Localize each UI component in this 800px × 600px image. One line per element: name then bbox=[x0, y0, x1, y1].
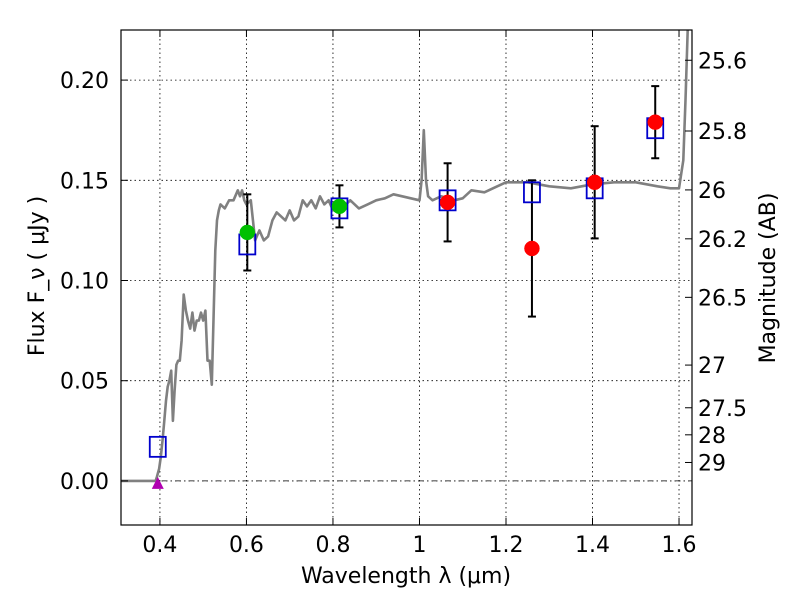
axis-ticks: 0.4 0.6 0.8 1 1.2 1.4 1.6 0.00 0.05 0.10 0.15 0.20 2… bbox=[60, 30, 747, 558]
x-axis-title: Wavelength λ (μm) bbox=[301, 564, 511, 589]
magnitude-tick-label: 25.8 bbox=[698, 120, 747, 145]
model-photometry-square bbox=[438, 189, 457, 212]
x-tick-label: 1 bbox=[412, 533, 426, 558]
observed-point-red bbox=[524, 240, 540, 257]
x-tick-label: 1.2 bbox=[488, 533, 523, 558]
magnitude-axis-title: Magnitude (AB) bbox=[756, 193, 781, 364]
data-markers bbox=[148, 114, 665, 489]
y-tick-label: 0.15 bbox=[60, 169, 109, 194]
magnitude-tick-label: 26 bbox=[698, 179, 726, 204]
x-tick-label: 0.4 bbox=[142, 533, 177, 558]
x-tick-label: 0.6 bbox=[229, 533, 264, 558]
sed-curve-layer bbox=[121, 29, 689, 483]
observed-point-red bbox=[439, 194, 456, 211]
model-photometry-square bbox=[330, 197, 349, 220]
y-tick-label: 0.20 bbox=[60, 69, 109, 94]
y-axis-title: Flux F_ν ( μJy ) bbox=[25, 196, 50, 356]
observed-point-green bbox=[331, 198, 348, 215]
x-tick-label: 1.6 bbox=[662, 533, 697, 558]
observed-point-red bbox=[586, 174, 603, 191]
magnitude-tick-label: 29 bbox=[698, 451, 726, 476]
observed-point-green bbox=[239, 224, 256, 241]
magnitude-tick-label: 25.6 bbox=[698, 49, 747, 74]
magnitude-tick-label: 27 bbox=[698, 354, 726, 379]
plot-frame bbox=[120, 29, 693, 526]
sed-template-line bbox=[121, 29, 689, 483]
magnitude-tick-label: 26.2 bbox=[698, 228, 747, 253]
x-tick-label: 1.4 bbox=[575, 533, 610, 558]
magnitude-tick-label: 26.5 bbox=[698, 286, 747, 311]
observed-point-red bbox=[647, 114, 663, 130]
model-photometry-square bbox=[148, 435, 167, 458]
model-photometry-square bbox=[523, 181, 541, 204]
y-tick-label: 0.00 bbox=[60, 470, 109, 495]
grid-lines bbox=[121, 30, 692, 525]
magnitude-tick-label: 27.5 bbox=[698, 397, 747, 422]
upper-limit-triangle bbox=[151, 476, 164, 489]
y-tick-label: 0.05 bbox=[60, 370, 109, 395]
x-tick-label: 0.8 bbox=[315, 533, 350, 558]
y-tick-label: 0.10 bbox=[60, 270, 109, 295]
magnitude-tick-label: 28 bbox=[698, 424, 726, 449]
